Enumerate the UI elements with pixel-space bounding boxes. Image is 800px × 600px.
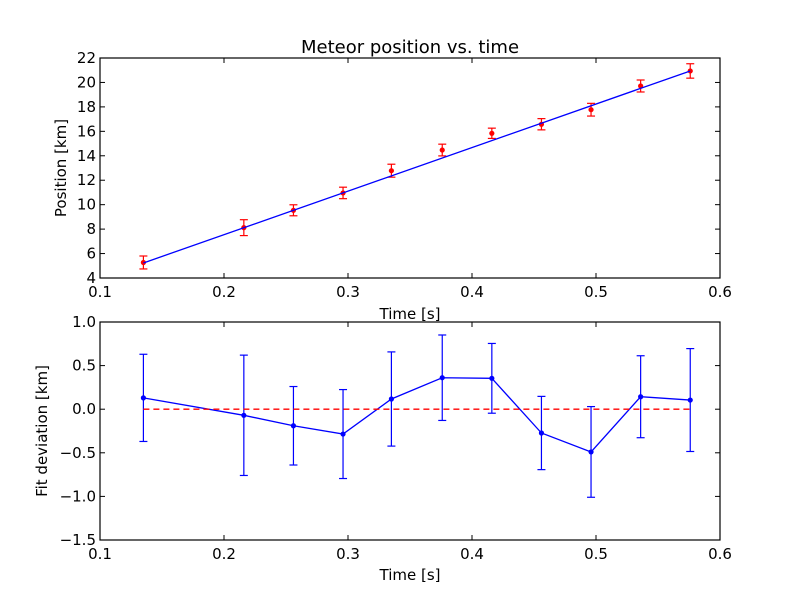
- data-point: [439, 375, 445, 381]
- data-point: [538, 430, 545, 436]
- y-tick-label: −1.0: [60, 487, 96, 505]
- y-tick-label: 4: [86, 269, 96, 287]
- y-tick-label: 6: [86, 245, 96, 263]
- deviation-plot: 0.1 0.2 0.3 0.4 0.5 0.6−1.5−1.0−0.50.00.51.0 …: [33, 313, 732, 584]
- x-tick-label: 0.3: [336, 283, 360, 301]
- data-point: [687, 397, 693, 403]
- data-point: [290, 423, 297, 429]
- data-point: [588, 449, 594, 455]
- y-tick-label: −0.5: [60, 444, 96, 462]
- x-tick-label: 0.5: [584, 545, 608, 563]
- x-tick-label: 0.6: [708, 283, 732, 301]
- x-tick-label: 0.3: [336, 545, 360, 563]
- data-point: [588, 107, 594, 113]
- y-tick-label: 16: [77, 122, 96, 140]
- y-tick-label: 18: [77, 98, 96, 116]
- chart-title: Meteor position vs. time: [301, 37, 519, 58]
- x-tick-label: 0.2: [212, 545, 236, 563]
- y-axis-label: Position [km]: [52, 119, 70, 217]
- y-tick-label: 14: [77, 147, 96, 165]
- x-tick-label: 0.6: [708, 545, 732, 563]
- data-point: [388, 168, 394, 174]
- y-tick-label: 8: [86, 220, 96, 238]
- data-point: [489, 375, 495, 381]
- x-tick-label: 0.1: [88, 283, 112, 301]
- y-tick-label: 10: [77, 196, 96, 214]
- position-plot-marks: [139, 63, 695, 270]
- deviation-plot-marks: [139, 334, 695, 498]
- deviation-plot-frame: [99, 321, 721, 541]
- position-plot: Meteor position vs. time 0.1 0.2 0.3 0.4 0.5…: [52, 37, 732, 323]
- position-plot-frame: [99, 57, 721, 279]
- x-tick-label: 0.4: [460, 545, 484, 563]
- data-point: [638, 394, 644, 400]
- deviation-plot-ticks: 0.1 0.2 0.3 0.4 0.5 0.6 −1.5 −1.0 −0.5 0.0 0.5 1.0: [60, 313, 732, 563]
- x-axis-label: Time [s]: [379, 566, 441, 584]
- x-tick-label: 0.4: [460, 283, 484, 301]
- x-tick-label: 0.1: [88, 545, 112, 563]
- x-axis-label: Time [s]: [379, 305, 441, 323]
- data-point: [140, 395, 146, 401]
- y-tick-label: 0.5: [72, 357, 96, 375]
- data-point: [241, 412, 247, 418]
- y-tick-label: 0.0: [72, 400, 96, 418]
- data-point: [340, 431, 346, 437]
- series-line: [143, 70, 691, 264]
- y-tick-label: 22: [77, 49, 96, 67]
- x-tick-label: 0.5: [584, 283, 608, 301]
- x-tick-label: 0.2: [212, 283, 236, 301]
- data-point: [489, 130, 495, 136]
- data-point: [388, 396, 394, 402]
- data-point: [439, 147, 445, 153]
- position-plot-ticks: 0.1 0.2 0.3 0.4 0.5 0.6 4 6 8 10 12 14 16 18 20 22: [77, 49, 732, 301]
- y-tick-label: −1.5: [60, 531, 96, 549]
- y-axis-label: Fit deviation [km]: [33, 365, 51, 497]
- y-tick-label: 12: [77, 171, 96, 189]
- y-tick-label: 20: [77, 73, 96, 91]
- y-tick-label: 1.0: [72, 313, 96, 331]
